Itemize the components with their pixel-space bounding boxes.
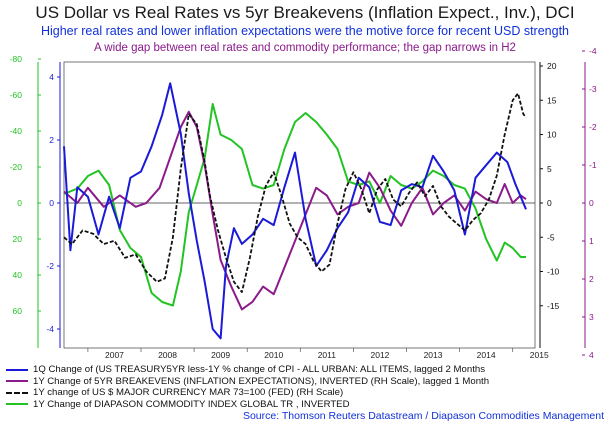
chart-subtitle: Higher real rates and lower inflation ex…	[40, 24, 570, 38]
x-tick-label: 2012	[370, 350, 389, 360]
x-tick-label: 2007	[105, 350, 124, 360]
purple-axis-label: -1	[589, 160, 597, 170]
x-tick-label: 2009	[211, 350, 230, 360]
legend-item-dci: 1Y Change of DIAPASON COMMODITY INDEX GL…	[6, 399, 489, 411]
blue-axis-label: -4	[46, 324, 54, 334]
purple-axis-label: 1	[589, 236, 594, 246]
legend-label-dci: 1Y Change of DIAPASON COMMODITY INDEX GL…	[33, 398, 350, 410]
source-note: Source: Thomson Reuters Datastream / Dia…	[242, 410, 604, 422]
green-axis-label: 0	[17, 198, 22, 208]
chart-title: US Dollar vs Real Rates vs 5yr Breakeven…	[35, 3, 575, 22]
black-axis-label: 0	[547, 198, 552, 208]
black-axis-label: 20	[547, 61, 557, 71]
black-axis-label: -5	[547, 232, 555, 242]
purple-axis-label: 0	[589, 198, 594, 208]
x-tick-label: 2014	[477, 350, 496, 360]
legend-label-usd: 1Y change of US $ MAJOR CURRENCY MAR 73=…	[33, 387, 344, 399]
purple-axis-label: 3	[589, 312, 594, 322]
blue-axis-label: 2	[49, 135, 54, 145]
legend: 1Q Change of (US TREASURY5YR less-1Y % c…	[6, 364, 489, 410]
legend-swatch-breakevens	[6, 380, 28, 383]
black-axis-label: -10	[547, 267, 560, 277]
purple-axis-label: 4	[589, 350, 594, 360]
black-axis-label: 5	[547, 164, 552, 174]
blue-axis-label: -2	[46, 261, 54, 271]
purple-axis-label: -2	[589, 122, 597, 132]
x-tick-label: 2015	[530, 350, 549, 360]
x-tick-label: 2008	[158, 350, 177, 360]
series-breakevens-line	[63, 110, 527, 311]
x-tick-label: 2013	[424, 350, 443, 360]
green-axis-label: -20	[10, 162, 23, 172]
legend-item-real-rates: 1Q Change of (US TREASURY5YR less-1Y % c…	[6, 364, 489, 376]
legend-label-real-rates: 1Q Change of (US TREASURY5YR less-1Y % c…	[33, 364, 486, 376]
green-axis-label: -40	[10, 126, 23, 136]
purple-axis-label: 2	[589, 274, 594, 284]
series-real-rates-line	[63, 82, 527, 340]
blue-axis-label: 0	[49, 198, 54, 208]
black-axis-label: -15	[547, 301, 560, 311]
legend-swatch-real-rates	[6, 368, 28, 371]
series-dci-line	[63, 103, 526, 307]
green-axis-label: 40	[13, 270, 23, 280]
purple-axis-label: -4	[589, 46, 597, 56]
chart-note: A wide gap between real rates and commod…	[94, 42, 516, 54]
x-tick-label: 2011	[318, 350, 337, 360]
green-axis-label: -60	[10, 90, 23, 100]
series-usd-line	[63, 92, 527, 294]
blue-axis-label: 4	[49, 72, 54, 82]
x-tick-label: 2010	[264, 350, 283, 360]
legend-item-breakevens: 1Y Change of 5YR BREAKEVENS (INFLATION E…	[6, 376, 489, 388]
legend-label-breakevens: 1Y Change of 5YR BREAKEVENS (INFLATION E…	[33, 375, 490, 387]
legend-swatch-usd	[6, 391, 28, 394]
purple-axis-label: -3	[589, 84, 597, 94]
black-axis-label: 10	[547, 130, 557, 140]
plot-frame	[63, 61, 536, 349]
legend-swatch-dci	[6, 403, 28, 406]
green-axis-label: 20	[13, 234, 23, 244]
green-axis-label: -80	[10, 54, 23, 64]
black-axis-label: 15	[547, 95, 557, 105]
green-axis-label: 60	[13, 306, 23, 316]
legend-item-usd: 1Y change of US $ MAJOR CURRENCY MAR 73=…	[6, 387, 489, 399]
